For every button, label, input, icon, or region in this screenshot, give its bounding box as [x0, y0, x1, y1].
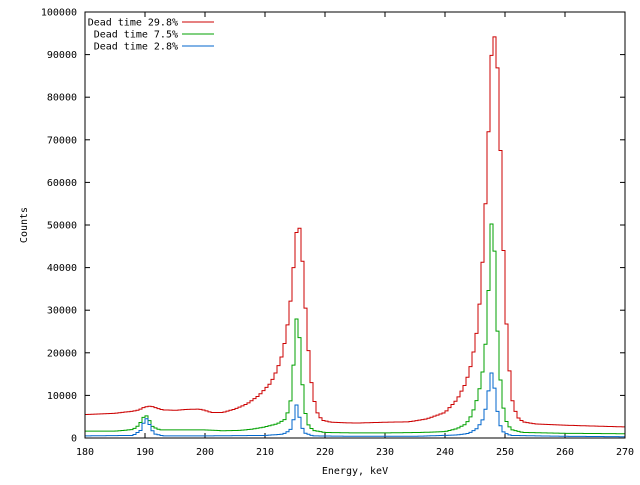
x-tick-label: 230 — [376, 447, 394, 458]
y-tick-label: 90000 — [47, 50, 77, 61]
y-tick-label: 70000 — [47, 135, 77, 146]
y-tick-label: 50000 — [47, 221, 77, 232]
series-line-3 — [85, 372, 625, 438]
y-tick-label: 100000 — [41, 8, 77, 19]
x-tick-label: 260 — [556, 447, 574, 458]
series-line-2 — [85, 223, 625, 435]
y-tick-label: 80000 — [47, 93, 77, 104]
x-tick-label: 210 — [256, 447, 274, 458]
y-tick-label: 60000 — [47, 178, 77, 189]
legend-label: Dead time 7.5% — [94, 30, 178, 41]
y-tick-label: 0 — [71, 434, 77, 445]
legend-label: Dead time 2.8% — [94, 42, 178, 53]
x-tick-label: 240 — [436, 447, 454, 458]
x-tick-label: 270 — [616, 447, 634, 458]
y-tick-label: 10000 — [47, 391, 77, 402]
x-axis-title: Energy, keV — [322, 466, 388, 477]
x-tick-label: 220 — [316, 447, 334, 458]
series-line-1 — [85, 36, 625, 428]
x-tick-label: 250 — [496, 447, 514, 458]
y-axis-title: Counts — [19, 207, 30, 243]
plot-frame — [84, 11, 626, 439]
x-tick-label: 180 — [76, 447, 94, 458]
legend-label: Dead time 29.8% — [88, 18, 178, 29]
x-tick-label: 190 — [136, 447, 154, 458]
x-tick-label: 200 — [196, 447, 214, 458]
legend: Dead time 29.8%Dead time 7.5%Dead time 2… — [88, 18, 214, 53]
series-group — [85, 36, 625, 438]
y-tick-label: 40000 — [47, 263, 77, 274]
y-tick-label: 20000 — [47, 348, 77, 359]
axis-ticks: 180 190 200 210 220 230 240 250 260 270 0 10000 2000… — [41, 8, 634, 459]
y-tick-label: 30000 — [47, 306, 77, 317]
